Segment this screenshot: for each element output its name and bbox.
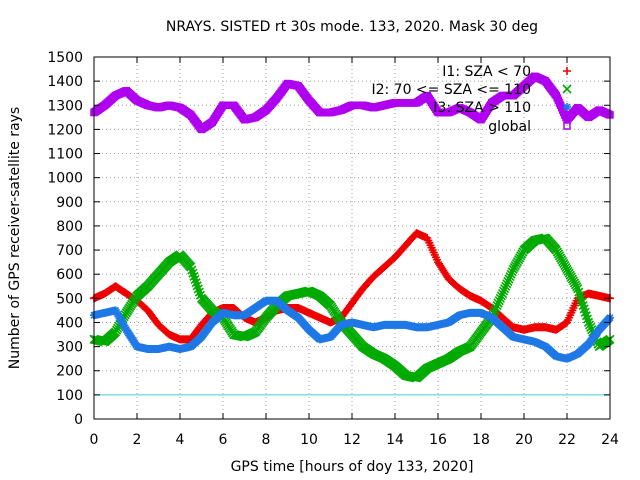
y-tick-label: 1000 — [47, 171, 83, 187]
data-point — [583, 317, 594, 328]
x-tick-label: 8 — [262, 432, 271, 448]
y-axis-label: Number of GPS receiver-satellite rays — [7, 107, 23, 369]
y-tick-label: 1500 — [47, 50, 83, 66]
y-tick-label: 300 — [56, 340, 83, 356]
data-point — [500, 284, 510, 294]
data-point — [563, 103, 571, 111]
series-4 — [90, 72, 614, 134]
legend-label: I3: SZA > 110 — [433, 100, 531, 116]
y-tick-label: 500 — [56, 291, 83, 307]
ticks: 0 2 4 6 8 10 12 14 16 18 20 22 240100200300400500600… — [47, 50, 619, 448]
data-point — [495, 293, 505, 303]
data-point — [491, 303, 501, 313]
y-tick-label: 200 — [56, 364, 83, 380]
data-point — [585, 320, 595, 330]
data-point — [497, 288, 508, 299]
x-tick-label: 20 — [515, 432, 533, 448]
data-point — [586, 322, 596, 332]
data-point — [492, 301, 502, 311]
data-point — [563, 122, 571, 130]
x-tick-label: 6 — [219, 432, 228, 448]
y-tick-label: 0 — [74, 412, 83, 428]
data-point — [494, 296, 504, 306]
x-tick-label: 18 — [472, 432, 490, 448]
data-point — [504, 274, 514, 284]
x-tick-label: 16 — [429, 432, 447, 448]
x-tick-label: 0 — [90, 432, 99, 448]
legend-label: I2: 70 <= SZA <= 110 — [371, 82, 531, 98]
series-layer — [89, 72, 615, 383]
data-point — [499, 286, 509, 296]
data-point — [503, 276, 513, 287]
data-point — [563, 67, 571, 75]
x-axis-label: GPS time [hours of doy 133, 2020] — [231, 459, 474, 475]
x-tick-label: 24 — [601, 432, 619, 448]
x-tick-label: 14 — [386, 432, 404, 448]
y-tick-label: 100 — [56, 388, 83, 404]
legend-label: I1: SZA < 70 — [442, 64, 531, 80]
chart-title: NRAYS. SISTED rt 30s mode. 133, 2020. Ma… — [166, 19, 538, 35]
y-tick-label: 1100 — [47, 147, 83, 163]
x-tick-label: 12 — [343, 432, 361, 448]
data-point — [502, 279, 512, 289]
y-tick-label: 700 — [56, 243, 83, 259]
y-tick-label: 1400 — [47, 74, 83, 90]
y-tick-label: 900 — [56, 195, 83, 211]
data-point — [493, 298, 503, 308]
series-3 — [90, 296, 614, 363]
x-tick-label: 22 — [558, 432, 576, 448]
data-point — [507, 267, 517, 277]
y-tick-label: 600 — [56, 267, 83, 283]
y-tick-label: 400 — [56, 315, 83, 331]
y-tick-label: 800 — [56, 219, 83, 235]
data-point — [506, 269, 516, 279]
x-tick-label: 10 — [300, 432, 318, 448]
data-point — [562, 84, 572, 94]
y-tick-label: 1300 — [47, 98, 83, 114]
data-point — [490, 305, 500, 315]
x-tick-label: 2 — [133, 432, 142, 448]
legend: I1: SZA < 70 I2: 70 <= SZA <= 110 I3: SZA … — [371, 64, 572, 135]
x-tick-label: 4 — [176, 432, 185, 448]
data-point — [505, 272, 515, 282]
legend-label: global — [488, 119, 531, 135]
y-tick-label: 1200 — [47, 122, 83, 138]
data-point — [496, 291, 506, 301]
data-point — [501, 281, 511, 291]
